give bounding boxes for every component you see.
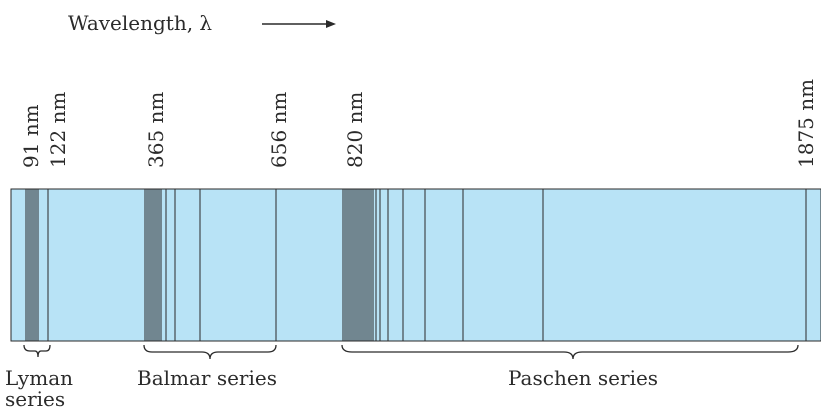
wavelength-axis-label: Wavelength, λ: [68, 11, 212, 35]
wavelength-label-1875: 1875 nm: [794, 79, 818, 168]
wavelength-label-122: 122 nm: [46, 92, 70, 168]
wavelength-label-91: 91 nm: [19, 104, 43, 168]
wavelength-label-656: 656 nm: [267, 92, 291, 168]
balmar-brace: [143, 344, 277, 360]
balmar-series-label: Balmar series: [137, 366, 277, 390]
paschen-brace: [341, 344, 799, 360]
wavelength-label-820: 820 nm: [343, 92, 367, 168]
wavelength-arrow-icon: [262, 20, 336, 28]
spectral-lines: [25, 189, 807, 341]
lyman-series-label-line2: series: [5, 387, 65, 409]
lyman-brace: [23, 344, 51, 358]
series-braces: [23, 344, 799, 360]
wavelength-labels: 91 nm 122 nm 365 nm 656 nm 820 nm 1875 n…: [19, 79, 818, 168]
paschen-series-label: Paschen series: [508, 366, 658, 390]
spectrum-band: [10, 188, 821, 342]
lyman-series-label-line1: Lyman: [5, 366, 73, 390]
wavelength-label-365: 365 nm: [144, 92, 168, 168]
